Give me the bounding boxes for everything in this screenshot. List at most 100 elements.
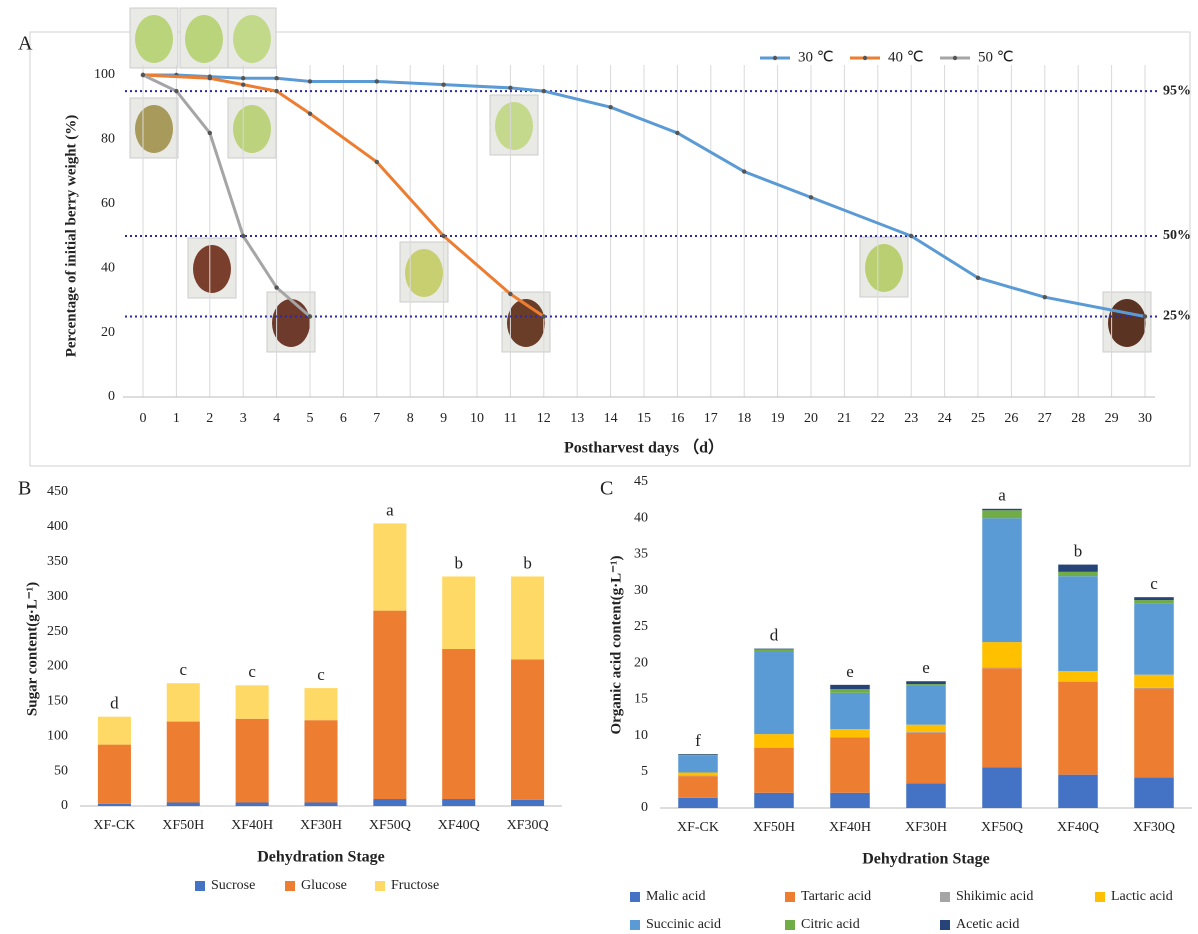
point — [308, 111, 312, 115]
legend-label: Lactic acid — [1111, 889, 1173, 904]
legend-swatch — [940, 920, 950, 930]
point — [976, 276, 980, 280]
bar-segment — [1134, 597, 1174, 600]
point — [241, 76, 245, 80]
y-tick-label: 400 — [47, 519, 68, 534]
bar-segment — [754, 652, 794, 735]
point — [441, 234, 445, 238]
legend-swatch — [940, 892, 950, 902]
bar-segment — [982, 642, 1022, 667]
x-tick-label: XF50Q — [981, 820, 1023, 835]
bar-segment — [98, 717, 131, 745]
legend-label: 50 ℃ — [978, 49, 1014, 65]
photo-berry — [1108, 299, 1146, 347]
point — [441, 82, 445, 86]
point — [308, 79, 312, 83]
bar-segment — [906, 681, 946, 684]
x-tick-label: 12 — [537, 411, 551, 426]
significance-letter: a — [386, 500, 394, 519]
x-axis-label: Postharvest days （d） — [564, 439, 724, 457]
y-tick-label: 0 — [108, 389, 115, 404]
bar-segment — [167, 722, 200, 803]
x-tick-label: 20 — [804, 411, 818, 426]
legend-label: 40 ℃ — [888, 49, 924, 65]
y-tick-label: 25 — [634, 619, 648, 634]
photo-berry — [135, 15, 173, 63]
legend-label: Succinic acid — [646, 917, 721, 932]
y-tick-label: 30 — [634, 583, 648, 598]
bar-segment — [906, 732, 946, 733]
y-axis-label: Sugar content(g·L⁻¹) — [24, 582, 40, 716]
panel-label: A — [18, 33, 33, 55]
bar-segment — [167, 803, 200, 806]
significance-letter: d — [110, 694, 119, 713]
bar-segment — [1058, 565, 1098, 572]
legend-swatch — [630, 920, 640, 930]
point — [308, 314, 312, 318]
point — [508, 86, 512, 90]
bar-segment — [373, 523, 406, 610]
x-axis-label: Dehydration Stage — [862, 851, 990, 868]
bar-segment — [1134, 688, 1174, 777]
legend-swatch — [195, 881, 205, 891]
y-tick-label: 20 — [634, 655, 648, 670]
x-tick-label: 26 — [1004, 411, 1018, 426]
y-tick-label: 20 — [101, 325, 115, 340]
bar-segment — [373, 799, 406, 806]
bar-segment — [830, 737, 870, 738]
bar-segment — [1134, 600, 1174, 604]
y-tick-label: 300 — [47, 589, 68, 604]
bar-segment — [304, 803, 337, 806]
bar-segment — [442, 576, 475, 649]
y-tick-label: 100 — [94, 67, 115, 82]
y-tick-label: 200 — [47, 659, 68, 674]
bar-segment — [982, 518, 1022, 642]
legend-swatch — [630, 892, 640, 902]
x-tick-label: 5 — [307, 411, 314, 426]
significance-letter: b — [523, 553, 532, 572]
point — [274, 76, 278, 80]
bar-segment — [754, 747, 794, 748]
x-tick-label: 11 — [504, 411, 517, 426]
legend-label: Malic acid — [646, 889, 705, 904]
point — [141, 73, 145, 77]
legend-label: Citric acid — [801, 917, 860, 932]
bar-segment — [754, 793, 794, 808]
x-tick-label: 3 — [240, 411, 247, 426]
significance-letter: c — [180, 660, 188, 679]
x-tick-label: XF50H — [753, 820, 795, 835]
bar-segment — [754, 734, 794, 747]
significance-letter: b — [454, 553, 463, 572]
x-tick-label: 28 — [1071, 411, 1085, 426]
legend-marker — [953, 56, 957, 60]
photo-berry — [865, 244, 903, 292]
x-tick-label: XF-CK — [677, 820, 719, 835]
point — [909, 234, 913, 238]
x-tick-label: XF40Q — [1057, 820, 1099, 835]
bar-segment — [511, 800, 544, 806]
x-tick-label: 27 — [1038, 411, 1052, 426]
y-tick-label: 10 — [634, 728, 648, 743]
y-tick-label: 100 — [47, 728, 68, 743]
bar-segment — [678, 776, 718, 798]
point — [675, 131, 679, 135]
point — [1143, 314, 1147, 318]
photo-berry — [193, 245, 231, 293]
x-tick-label: XF40Q — [438, 818, 480, 833]
y-axis-label: Percentage of initial berry weight (%) — [63, 115, 79, 358]
bar-segment — [754, 748, 794, 793]
y-tick-label: 0 — [641, 800, 648, 815]
bar-segment — [678, 754, 718, 755]
figure: A Percentage of initial berry weight (%) P… — [0, 0, 1198, 934]
point — [375, 79, 379, 83]
y-tick-label: 5 — [641, 764, 648, 779]
legend-label: Sucrose — [211, 878, 255, 893]
bar-segment — [982, 767, 1022, 808]
x-tick-label: XF30H — [905, 820, 947, 835]
bar-segment — [982, 667, 1022, 668]
legend-swatch — [785, 920, 795, 930]
legend-label: 30 ℃ — [798, 49, 834, 65]
y-tick-label: 450 — [47, 484, 68, 499]
bar-segment — [98, 745, 131, 804]
point — [241, 234, 245, 238]
